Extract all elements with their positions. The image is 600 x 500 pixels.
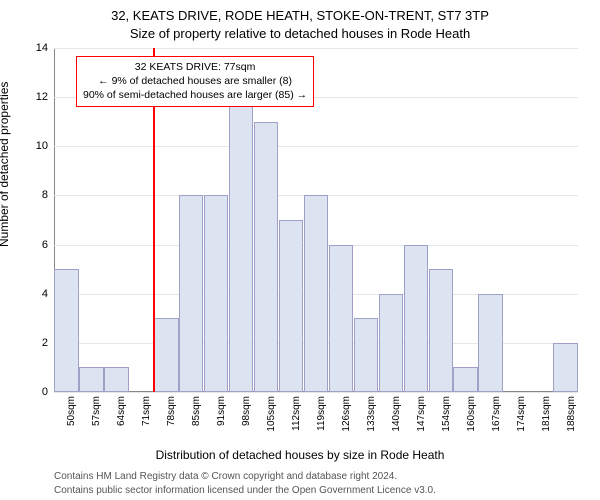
- y-tick-label: 4: [42, 288, 48, 300]
- x-tick-label: 140sqm: [391, 396, 402, 432]
- x-tick-label: 147sqm: [416, 396, 427, 432]
- chart-container: 32, KEATS DRIVE, RODE HEATH, STOKE-ON-TR…: [0, 0, 600, 500]
- bar: [279, 220, 303, 392]
- y-tick-label: 8: [42, 189, 48, 201]
- info-box-line3: 90% of semi-detached houses are larger (…: [83, 88, 307, 102]
- bar: [404, 245, 428, 392]
- bar: [254, 122, 278, 392]
- x-tick-label: 167sqm: [491, 396, 502, 432]
- x-tick-label: 57sqm: [91, 396, 102, 426]
- x-tick-label: 71sqm: [141, 396, 152, 426]
- bar: [553, 343, 577, 392]
- chart-title-line2: Size of property relative to detached ho…: [0, 26, 600, 41]
- bar: [478, 294, 502, 392]
- x-tick-label: 105sqm: [266, 396, 277, 432]
- info-box: 32 KEATS DRIVE: 77sqm ← 9% of detached h…: [76, 56, 314, 107]
- x-tick-label: 174sqm: [516, 396, 527, 432]
- bar: [304, 195, 328, 392]
- x-tick-label: 50sqm: [66, 396, 77, 426]
- x-tick-label: 78sqm: [166, 396, 177, 426]
- footer-copyright-line2: Contains public sector information licen…: [54, 485, 436, 496]
- plot-area: 0246810121450sqm57sqm64sqm71sqm78sqm85sq…: [54, 48, 578, 392]
- bar: [229, 97, 253, 392]
- bar: [79, 367, 103, 392]
- x-tick-label: 91sqm: [216, 396, 227, 426]
- x-tick-label: 98sqm: [241, 396, 252, 426]
- bar: [453, 367, 477, 392]
- bar: [154, 318, 178, 392]
- y-tick-label: 10: [36, 140, 48, 152]
- x-tick-label: 112sqm: [291, 396, 302, 431]
- bar: [429, 269, 453, 392]
- x-tick-label: 160sqm: [466, 396, 477, 432]
- bar: [204, 195, 228, 392]
- x-tick-label: 119sqm: [316, 396, 327, 431]
- chart-title-line1: 32, KEATS DRIVE, RODE HEATH, STOKE-ON-TR…: [0, 8, 600, 23]
- y-tick-label: 6: [42, 239, 48, 251]
- bar: [329, 245, 353, 392]
- x-tick-label: 85sqm: [191, 396, 202, 426]
- bar: [179, 195, 203, 392]
- x-tick-label: 126sqm: [341, 396, 352, 432]
- gridline: [54, 146, 578, 147]
- y-tick-label: 14: [36, 42, 48, 54]
- x-tick-label: 188sqm: [566, 396, 577, 432]
- x-tick-label: 64sqm: [116, 396, 127, 426]
- y-tick-label: 2: [42, 337, 48, 349]
- gridline: [54, 392, 578, 393]
- y-axis-label: Number of detached properties: [0, 82, 11, 247]
- x-tick-label: 181sqm: [541, 396, 552, 432]
- bar: [379, 294, 403, 392]
- x-tick-label: 133sqm: [366, 396, 377, 432]
- footer-copyright-line1: Contains HM Land Registry data © Crown c…: [54, 471, 397, 482]
- info-box-line2: ← 9% of detached houses are smaller (8): [83, 74, 307, 88]
- y-tick-label: 0: [42, 386, 48, 398]
- info-box-line1: 32 KEATS DRIVE: 77sqm: [83, 60, 307, 74]
- bar: [104, 367, 128, 392]
- bar: [354, 318, 378, 392]
- x-axis-label: Distribution of detached houses by size …: [0, 448, 600, 462]
- y-tick-label: 12: [36, 91, 48, 103]
- x-tick-label: 154sqm: [441, 396, 452, 432]
- bar: [54, 269, 78, 392]
- gridline: [54, 48, 578, 49]
